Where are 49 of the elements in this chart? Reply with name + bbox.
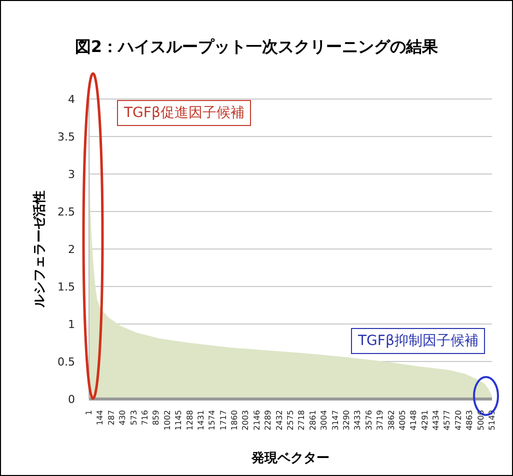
x-tick-label: 859 bbox=[152, 410, 161, 426]
y-tick-label: 3.5 bbox=[58, 130, 75, 144]
x-tick-label: 1717 bbox=[218, 410, 228, 430]
y-tick-label: 3 bbox=[68, 168, 75, 181]
x-tick-label: 1574 bbox=[208, 410, 217, 430]
x-tick-label: 573 bbox=[129, 410, 138, 426]
x-tick-label: 1145 bbox=[174, 410, 184, 430]
x-axis-title: 発現ベクター bbox=[250, 450, 330, 467]
x-tick-label: 2003 bbox=[241, 410, 250, 430]
x-tick-label: 4863 bbox=[465, 410, 474, 430]
x-tick-label: 430 bbox=[118, 410, 128, 426]
x-tick-label: 1 bbox=[84, 410, 94, 416]
y-tick-label: 1 bbox=[68, 318, 75, 331]
x-tick-label: 2289 bbox=[264, 410, 273, 430]
x-tick-label: 4720 bbox=[454, 410, 463, 430]
x-tick-label: 1860 bbox=[230, 410, 240, 430]
x-tick-label: 2575 bbox=[286, 410, 295, 430]
x-tick-label: 4148 bbox=[409, 410, 418, 430]
y-tick-label: 4 bbox=[68, 92, 75, 106]
annotation: TGFβ促進因子候補 bbox=[117, 100, 252, 126]
y-tick-label: 0.5 bbox=[58, 355, 75, 368]
y-tick-label: 1.5 bbox=[58, 280, 75, 294]
x-tick-label: 144 bbox=[96, 410, 105, 426]
x-tick-label: 3290 bbox=[342, 410, 351, 430]
x-tick-label: 4005 bbox=[398, 410, 407, 430]
x-tick-label: 3433 bbox=[353, 410, 362, 430]
chart-title: 図2：ハイスループット一次スクリーニングの結果 bbox=[74, 37, 440, 58]
x-tick-label: 2432 bbox=[274, 410, 284, 430]
x-tick-label: 3147 bbox=[330, 410, 340, 430]
x-tick-label: 3719 bbox=[376, 410, 385, 430]
x-tick-label: 1431 bbox=[196, 410, 206, 430]
y-tick-label: 2.5 bbox=[58, 205, 75, 218]
x-tick-label: 3862 bbox=[386, 410, 396, 430]
x-tick-label: 4577 bbox=[442, 410, 452, 430]
x-tick-label: 2146 bbox=[252, 410, 262, 430]
x-tick-label: 4291 bbox=[420, 410, 430, 430]
y-tick-label: 0 bbox=[68, 392, 75, 406]
x-tick-label: 287 bbox=[106, 410, 116, 426]
y-axis-title: ルシフェラーゼ活性 bbox=[32, 190, 48, 308]
x-tick-label: 1002 bbox=[162, 410, 172, 430]
x-tick-label: 2718 bbox=[297, 410, 306, 430]
x-tick-label: 2861 bbox=[308, 410, 318, 430]
x-tick-label: 716 bbox=[140, 410, 150, 426]
x-tick-label: 3004 bbox=[320, 410, 329, 430]
y-tick-label: 2 bbox=[68, 242, 75, 256]
x-tick-label: 4434 bbox=[432, 410, 441, 430]
annotation: TGFβ抑制因子候補 bbox=[351, 328, 486, 354]
x-tick-label: 1288 bbox=[185, 410, 194, 430]
x-tick-label: 3576 bbox=[364, 410, 374, 430]
